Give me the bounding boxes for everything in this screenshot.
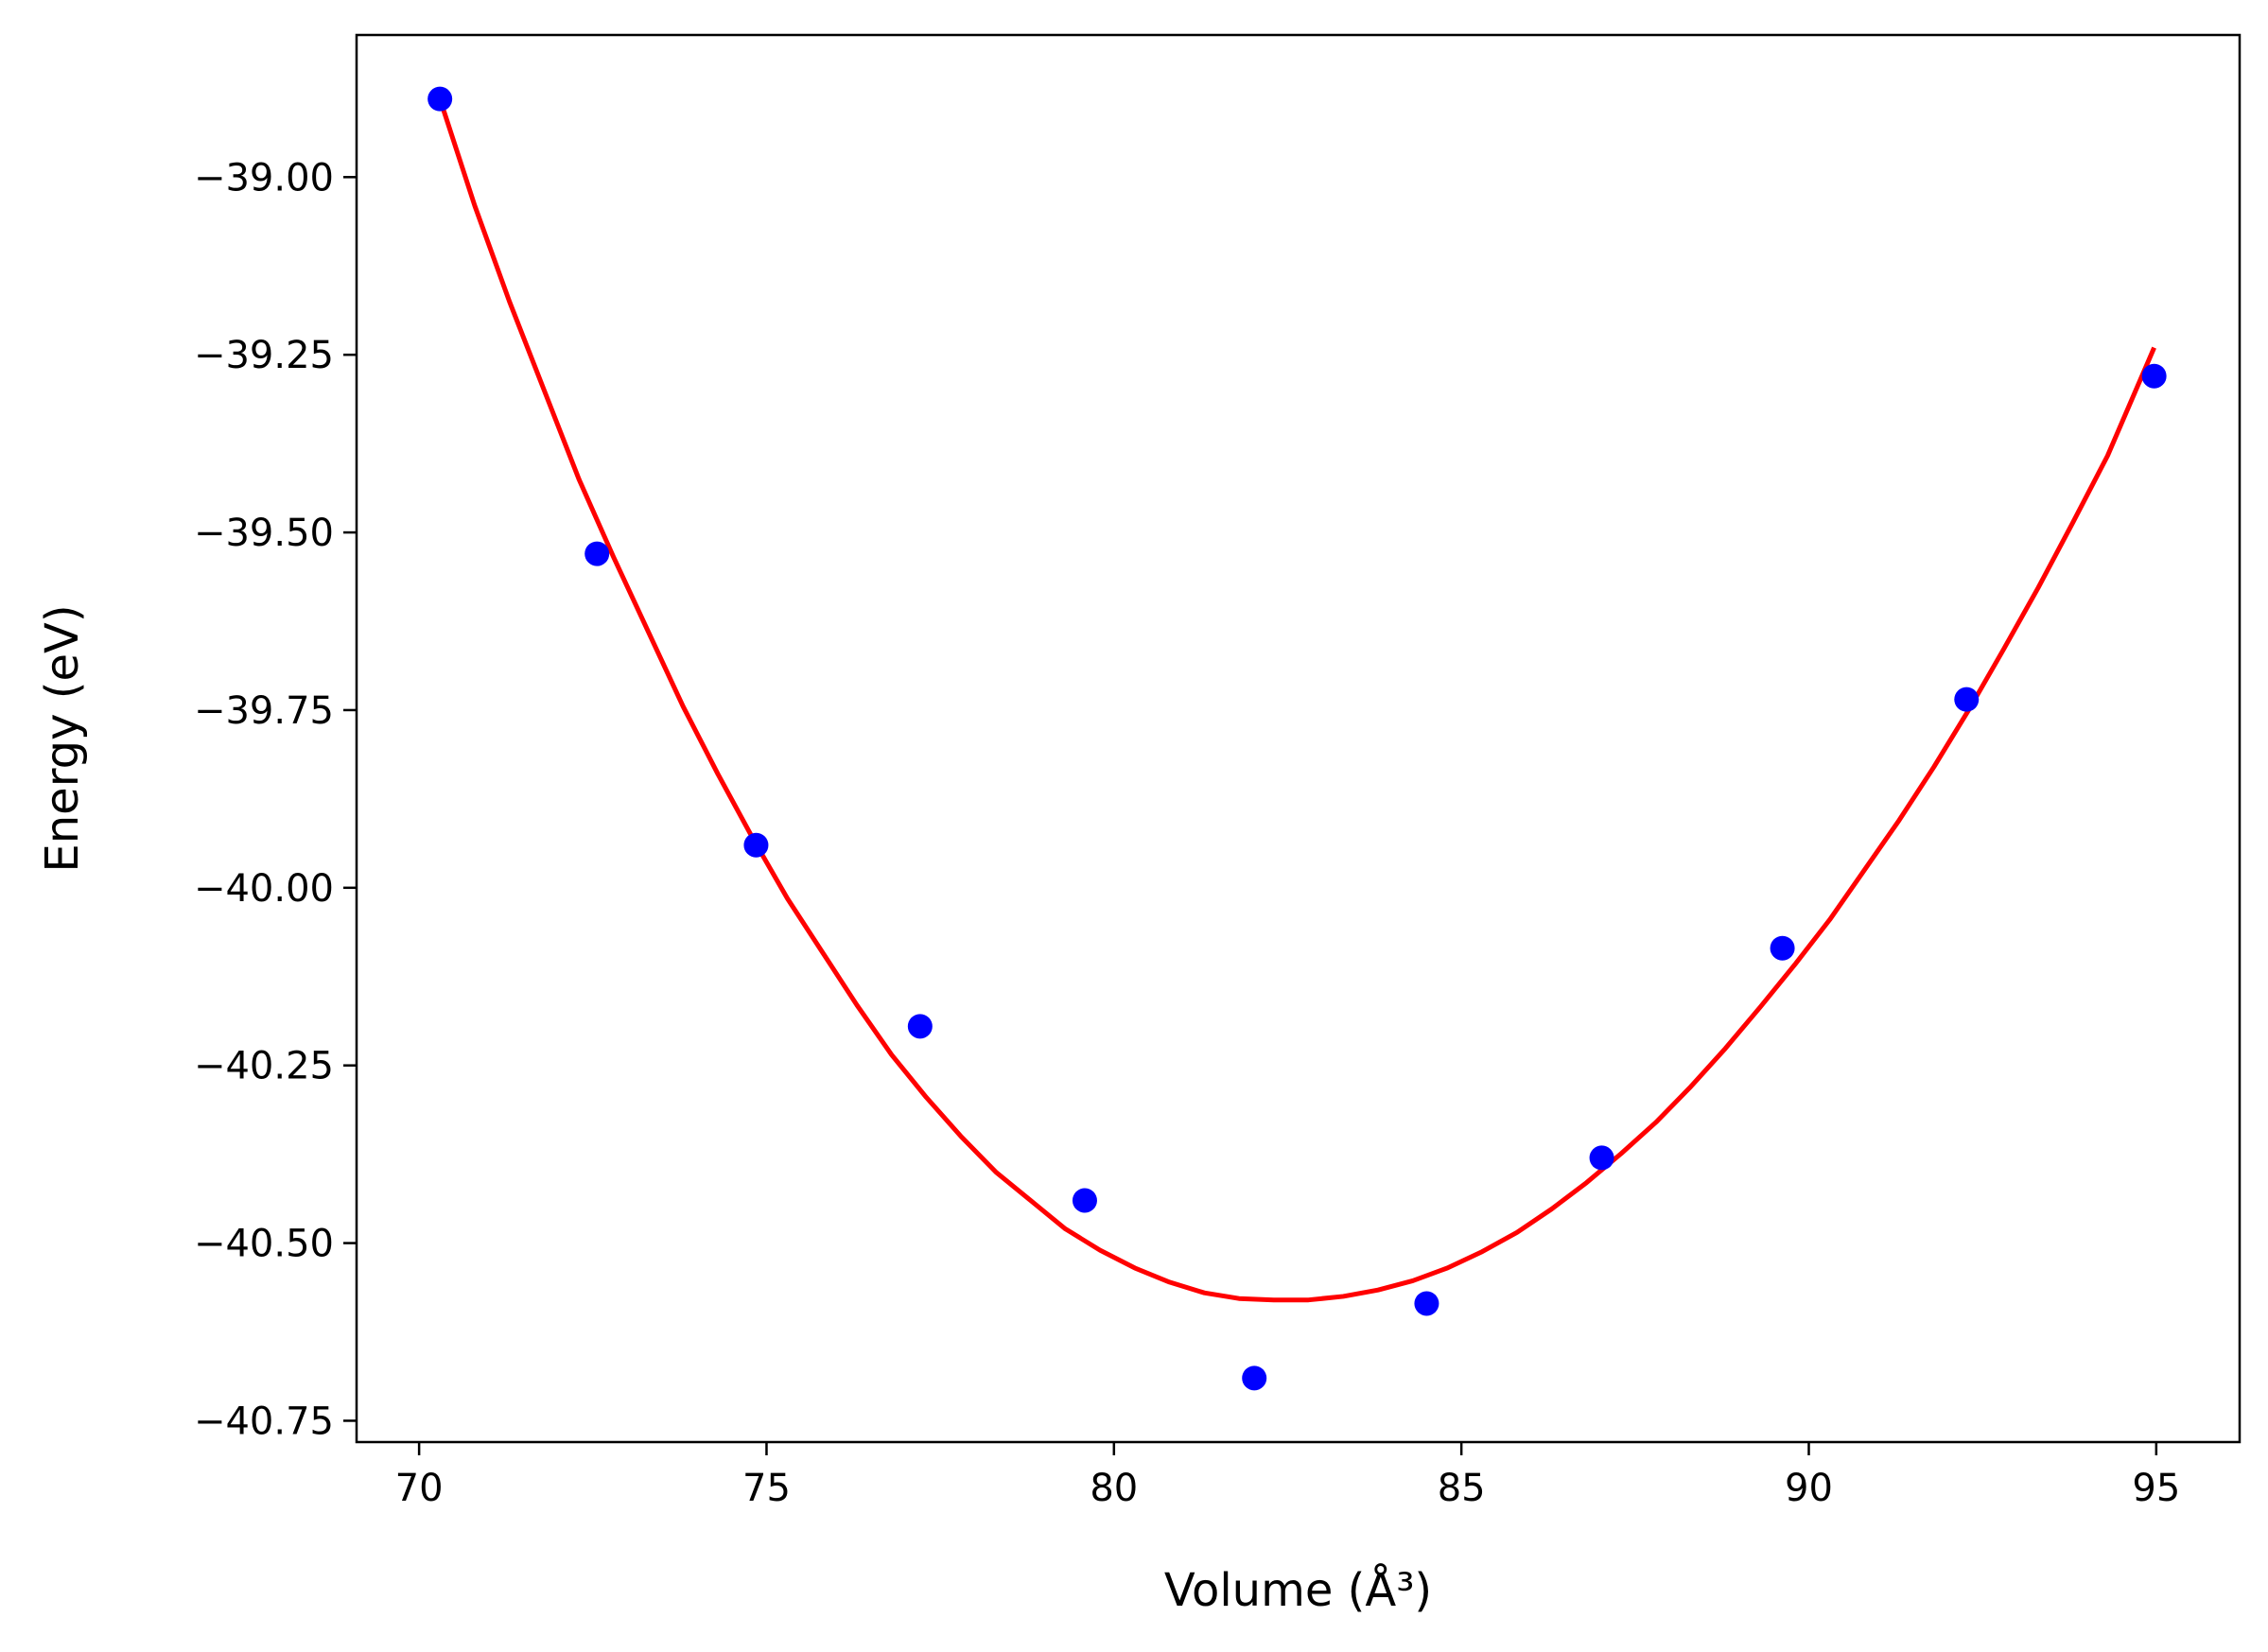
axes-frame <box>355 33 2242 1444</box>
data-point-5 <box>1072 1188 1097 1213</box>
y-tick-label: −39.75 <box>194 689 334 733</box>
y-tick-label: −39.00 <box>194 156 334 200</box>
x-tick-label: 95 <box>2132 1467 2180 1510</box>
y-tick-label: −39.25 <box>194 334 334 377</box>
data-point-11 <box>2141 363 2167 389</box>
data-point-8 <box>1589 1145 1614 1171</box>
data-point-2 <box>584 541 610 566</box>
y-tick-label: −40.00 <box>194 867 334 911</box>
y-tick-label: −40.25 <box>194 1045 334 1088</box>
x-tick-label: 80 <box>1090 1467 1138 1510</box>
plot-layer <box>427 86 2167 1391</box>
data-point-4 <box>907 1014 933 1039</box>
y-axis-ticks: −39.00 −39.25 −39.50 −39.75 −40.00 −40.25 −40.… <box>194 156 357 1443</box>
data-point-3 <box>743 832 769 858</box>
x-tick-label: 85 <box>1438 1467 1486 1510</box>
data-point-9 <box>1770 935 1795 961</box>
y-axis-label: Energy (eV) <box>36 604 89 872</box>
y-tick-label: −40.75 <box>194 1400 334 1443</box>
x-tick-label: 75 <box>742 1467 791 1510</box>
x-tick-label: 70 <box>395 1467 444 1510</box>
y-tick-label: −39.50 <box>194 512 334 555</box>
x-axis-ticks: 70 75 80 85 90 95 <box>395 1442 2180 1510</box>
data-point-1 <box>427 86 453 112</box>
fit-curve-line <box>437 97 2156 1303</box>
x-tick-label: 90 <box>1785 1467 1833 1510</box>
y-tick-label: −40.50 <box>194 1223 334 1266</box>
data-point-10 <box>1954 687 1980 712</box>
x-axis-label: Volume (Å³) <box>1164 1563 1432 1617</box>
data-point-7 <box>1414 1291 1439 1316</box>
data-point-6 <box>1242 1365 1267 1391</box>
